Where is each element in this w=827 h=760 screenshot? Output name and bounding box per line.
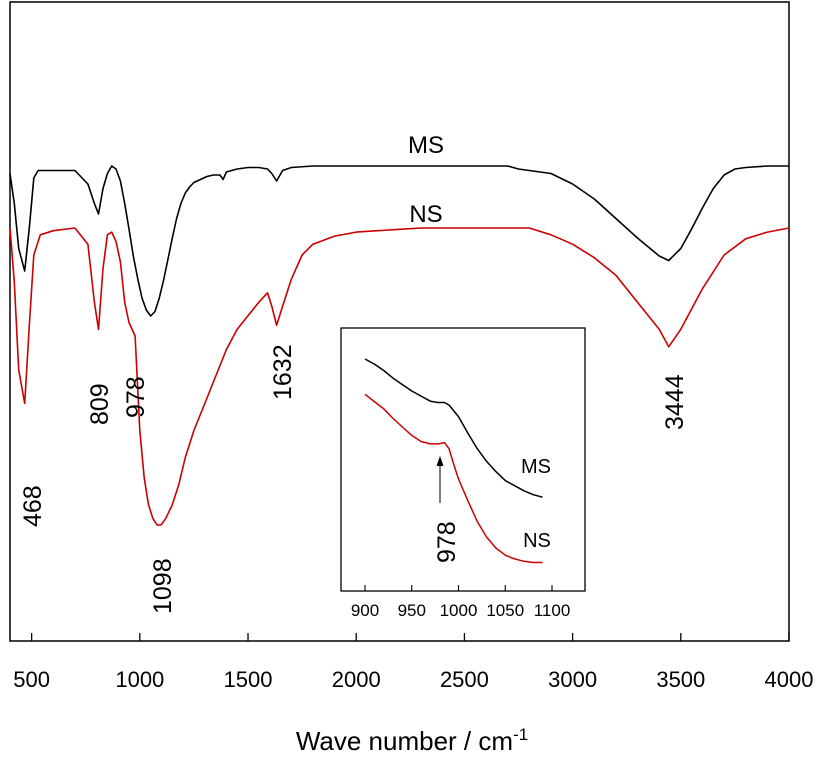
main-x-ticks <box>30 633 790 641</box>
series-label-ms: MS <box>408 132 444 159</box>
main-x-tick-label: 4000 <box>765 667 814 692</box>
inset-x-tick-label: 1100 <box>534 601 571 620</box>
inset-x-tick-label: 900 <box>351 601 379 620</box>
series-line-ns <box>9 227 790 526</box>
main-x-tick-label: 3500 <box>656 667 705 692</box>
peak-label-1632: 1632 <box>269 344 297 400</box>
main-x-tick-label: 1000 <box>115 667 164 692</box>
inset-series-label-ns: NS <box>523 530 551 552</box>
peak-label-468: 468 <box>19 485 47 527</box>
peak-label-978: 978 <box>122 376 150 418</box>
peak-label-809: 809 <box>86 383 114 425</box>
inset-frame <box>340 327 586 592</box>
peak-label-1098: 1098 <box>149 558 177 614</box>
x-axis-title: Wave number / cm-1 <box>296 725 528 756</box>
inset-series-line-ns <box>364 393 543 564</box>
inset-x-tick-label: 950 <box>398 601 426 620</box>
inset-x-tick-labels: 900 950 1000 1050 1100 <box>351 601 570 620</box>
main-x-tick-label: 2500 <box>440 667 489 692</box>
inset-x-ticks <box>364 585 553 591</box>
inset-series-line-ms <box>364 358 543 498</box>
series-label-ns: NS <box>409 201 442 228</box>
main-series-group <box>9 165 790 526</box>
main-x-tick-label: 3000 <box>548 667 597 692</box>
main-x-tick-labels: 500 1000 1500 2000 2500 3000 3500 4000 <box>13 667 813 692</box>
inset-series-label-ms: MS <box>521 456 551 478</box>
main-plot-frame <box>9 1 790 642</box>
main-x-tick-label: 500 <box>13 667 50 692</box>
inset-x-tick-label: 1000 <box>440 601 478 620</box>
x-axis-title-superscript: -1 <box>513 725 528 744</box>
inset-arrow-head <box>436 456 444 466</box>
inset-series-group <box>364 358 543 564</box>
main-x-tick-label: 1500 <box>224 667 273 692</box>
inset-peak-label-978: 978 <box>433 521 461 563</box>
peak-label-3444: 3444 <box>661 374 689 430</box>
series-line-ms <box>9 165 789 317</box>
inset-x-tick-label: 1050 <box>486 601 524 620</box>
main-x-tick-label: 2000 <box>332 667 381 692</box>
